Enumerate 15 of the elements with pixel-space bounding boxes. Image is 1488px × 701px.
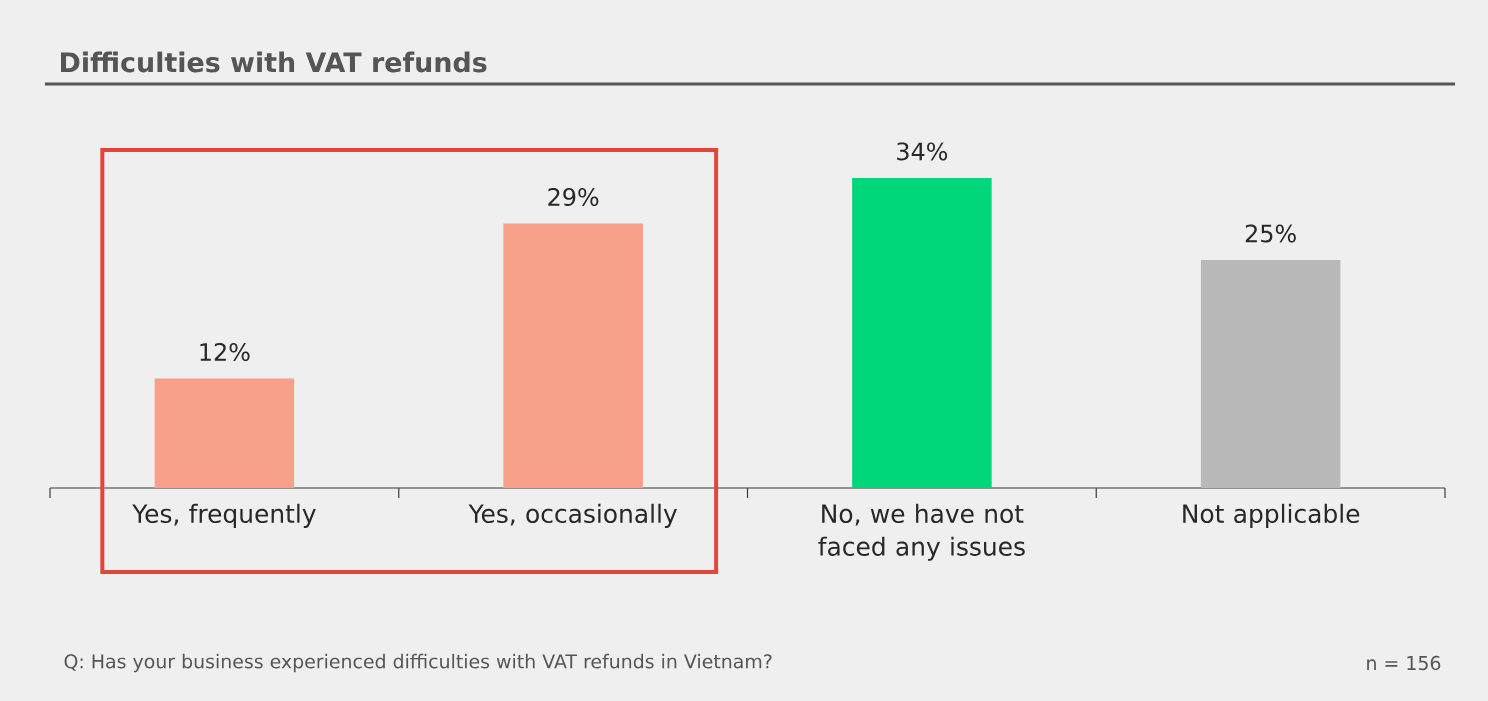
x-tick-label: No, we have not faced any issues	[818, 503, 1025, 561]
bar	[154, 378, 295, 488]
data-label: 34%	[897, 142, 948, 161]
x-tick-label: Not applicable	[1183, 503, 1360, 528]
bar	[503, 223, 643, 488]
text: n = 156	[1367, 655, 1441, 671]
data-label: 25%	[1245, 224, 1296, 243]
data-label: 29%	[548, 187, 599, 207]
text: Q: Has your business experienced difficulties with VAT refunds in Vietnam?	[64, 653, 772, 673]
data-label: 12%	[200, 342, 250, 362]
x-tick-label: Yes, frequently	[132, 503, 316, 528]
bar	[852, 178, 992, 488]
bar	[1200, 260, 1341, 488]
x-tick-label: Yes, occasionally	[468, 503, 677, 528]
chart-title: Difficulties with VAT refunds	[60, 51, 487, 73]
